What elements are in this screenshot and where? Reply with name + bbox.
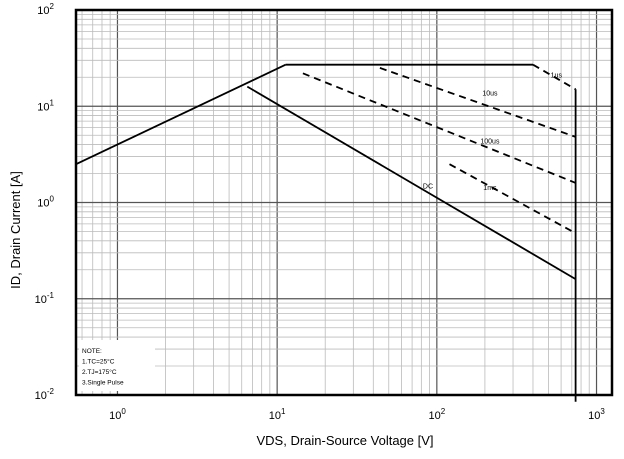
y-tick-label: 100 [37,195,54,210]
series-rds-on-limit [75,63,286,166]
grid [76,10,612,395]
curve-label: 1ms [483,185,497,192]
x-tick-label: 102 [428,407,445,422]
note-background [79,340,155,391]
curve-label: 10us [482,90,498,97]
y-axis-title: ID, Drain Current [A] [8,171,23,289]
series-1ms [449,163,577,234]
curve-labels: 1us 10us 100us 1ms DC [423,72,563,192]
curve-label: 1us [551,72,563,79]
y-tick-label: 101 [37,98,54,113]
note-line: NOTE: [82,348,102,355]
y-tick-label: 10-2 [35,387,55,402]
note-line: 3.Single Pulse [82,380,124,387]
note-line: 2.TJ=175°C [82,368,117,376]
x-tick-label: 101 [269,407,286,422]
x-axis-title: VDS, Drain-Source Voltage [V] [256,433,433,448]
y-tick-label: 10-1 [35,291,55,306]
series-10us [379,67,576,138]
y-tick-labels: 10-2 10-1 100 101 102 [35,2,55,402]
note-line: 1.TC=25°C [82,358,115,366]
series-dc [246,85,577,280]
y-tick-label: 102 [37,2,54,17]
x-tick-labels: 100 101 102 103 [109,407,605,422]
note-box: NOTE: 1.TC=25°C 2.TJ=175°C 3.Single Pulse [79,340,155,391]
curve-label: DC [423,183,433,190]
curve-label: 100us [480,139,500,146]
plot-frame [74,8,614,397]
x-tick-label: 103 [588,407,605,422]
series-1us [532,63,577,91]
x-tick-label: 100 [109,407,126,422]
series-100us [302,72,576,184]
curves [75,63,577,402]
